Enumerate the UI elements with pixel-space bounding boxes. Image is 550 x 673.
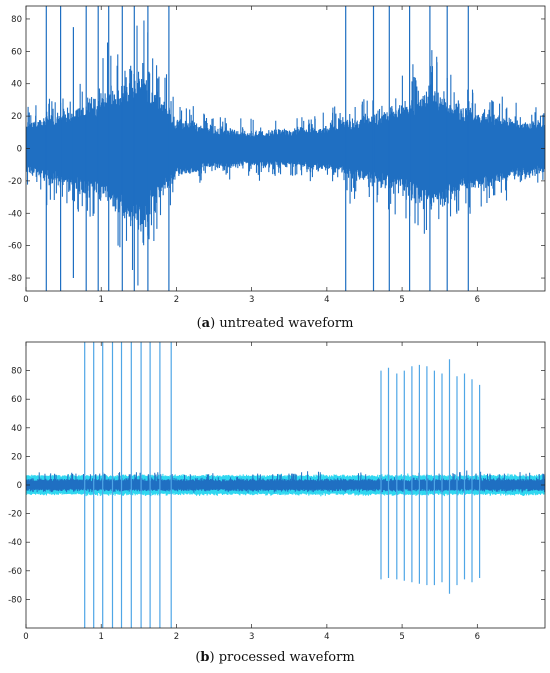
y-tick-label: -60 bbox=[8, 242, 22, 252]
x-tick-label: 5 bbox=[399, 295, 404, 305]
y-tick-label: 80 bbox=[11, 367, 22, 377]
caption-a: (a) untreated waveform bbox=[196, 316, 354, 331]
signal-body bbox=[26, 20, 545, 286]
y-tick-label: -40 bbox=[8, 538, 22, 548]
caption-b-text: processed waveform bbox=[218, 650, 355, 665]
caption-a-text: untreated waveform bbox=[219, 316, 354, 331]
panel-b-signal bbox=[26, 342, 545, 628]
y-tick-label: 40 bbox=[11, 424, 22, 434]
y-tick-label: -20 bbox=[8, 177, 22, 187]
panel-a: -80 -60 -40 -20 0 20 40 60 80 0 1 2 3 4 5 6 bbox=[8, 5, 546, 305]
x-tick-label: 2 bbox=[174, 632, 179, 642]
x-tick-label: 6 bbox=[475, 295, 480, 305]
x-tick-label: 6 bbox=[475, 632, 480, 642]
x-tick-label: 3 bbox=[249, 632, 254, 642]
y-tick-label: -80 bbox=[8, 595, 22, 605]
x-tick-label: 3 bbox=[249, 295, 254, 305]
y-tick-label: -20 bbox=[8, 510, 22, 520]
caption-a-letter: a bbox=[201, 316, 211, 331]
caption-b-letter: b bbox=[200, 650, 210, 665]
y-tick-label: -40 bbox=[8, 209, 22, 219]
x-tick-label: 0 bbox=[23, 632, 28, 642]
x-tick-label: 5 bbox=[399, 632, 404, 642]
signal-body bbox=[26, 470, 545, 493]
y-tick-label: 20 bbox=[11, 452, 22, 462]
x-tick-label: 0 bbox=[23, 295, 28, 305]
y-tick-label: 60 bbox=[11, 395, 22, 405]
y-tick-label: 0 bbox=[17, 145, 22, 155]
y-tick-label: 20 bbox=[11, 112, 22, 122]
y-tick-label: 40 bbox=[11, 80, 22, 90]
y-tick-label: 60 bbox=[11, 47, 22, 57]
x-tick-label: 1 bbox=[99, 632, 104, 642]
x-tick-label: 2 bbox=[174, 295, 179, 305]
caption-b: (b) processed waveform bbox=[195, 650, 355, 665]
y-tick-label: -80 bbox=[8, 274, 22, 284]
y-tick-label: -60 bbox=[8, 567, 22, 577]
x-tick-label: 4 bbox=[324, 632, 329, 642]
panel-b: -80 -60 -40 -20 0 20 40 60 80 0 1 2 3 4 5 6 bbox=[8, 341, 546, 642]
y-tick-label: 80 bbox=[11, 15, 22, 25]
y-tick-label: 0 bbox=[17, 481, 22, 491]
x-tick-label: 4 bbox=[324, 295, 329, 305]
x-tick-label: 1 bbox=[99, 295, 104, 305]
panel-a-signal bbox=[26, 6, 545, 291]
